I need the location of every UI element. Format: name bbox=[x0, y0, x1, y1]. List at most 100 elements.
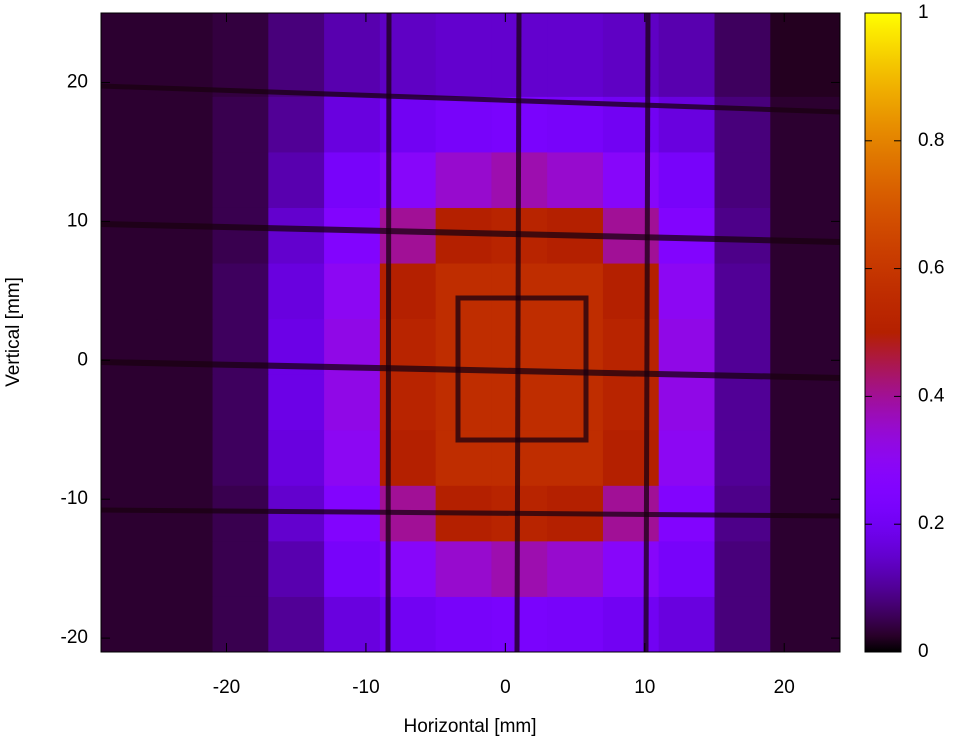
heatmap-cell bbox=[547, 540, 604, 597]
heatmap-cell bbox=[547, 318, 604, 375]
heatmap-cell bbox=[770, 429, 841, 486]
heatmap-cell bbox=[435, 596, 492, 653]
heatmap-cell bbox=[770, 13, 841, 97]
heatmap-cell bbox=[770, 263, 841, 320]
x-tick-label: -10 bbox=[352, 677, 379, 698]
heatmap-cell bbox=[602, 596, 660, 653]
heatmap-cell bbox=[435, 13, 492, 97]
heatmap-cell bbox=[268, 429, 325, 486]
heatmap-cell bbox=[212, 151, 269, 208]
heatmap-cell bbox=[547, 374, 604, 431]
heatmap-cell bbox=[324, 374, 381, 431]
heatmap-cell bbox=[156, 151, 214, 208]
heatmap-cell bbox=[101, 263, 158, 320]
heatmap-cell bbox=[268, 596, 325, 653]
heatmap-cell bbox=[324, 13, 381, 97]
heatmap-cell bbox=[212, 96, 269, 153]
heatmap-cell bbox=[658, 151, 716, 208]
heatmap-cell bbox=[101, 13, 158, 97]
heatmap-cell bbox=[324, 151, 381, 208]
grid-wires bbox=[100, 12, 841, 653]
heatmap-cell bbox=[156, 207, 214, 264]
heatmap-cell bbox=[212, 429, 269, 486]
y-tick-label: 0 bbox=[77, 349, 88, 370]
heatmap-cell bbox=[156, 96, 214, 153]
heatmap-cell bbox=[547, 263, 604, 320]
heatmap-cell bbox=[324, 207, 381, 264]
heatmap-cell bbox=[101, 485, 158, 542]
colorbar-tick-label: 0 bbox=[918, 641, 929, 662]
heatmap-cell bbox=[602, 13, 660, 97]
heatmap-cell bbox=[602, 374, 660, 431]
heatmap-cell bbox=[658, 318, 716, 375]
heatmap-cell bbox=[714, 596, 771, 653]
y-tick-label: -10 bbox=[61, 488, 88, 509]
heatmap-cell bbox=[156, 485, 214, 542]
colorbar-tick-label: 0.2 bbox=[918, 513, 944, 534]
colorbar-tick-label: 0.4 bbox=[918, 385, 945, 406]
heatmap-cell bbox=[101, 318, 158, 375]
heatmap-cell bbox=[156, 429, 214, 486]
heatmap-cell bbox=[602, 263, 660, 320]
heatmap-cell bbox=[324, 540, 381, 597]
x-tick-label: -20 bbox=[213, 677, 240, 698]
heatmap-cell bbox=[212, 207, 269, 264]
heatmap-cell bbox=[770, 596, 841, 653]
heatmap-cell bbox=[268, 540, 325, 597]
heatmap-cell bbox=[547, 151, 604, 208]
heatmap-cell bbox=[547, 13, 604, 97]
heatmap-cell bbox=[435, 151, 492, 208]
colorbar-tick-label: 0.6 bbox=[918, 258, 944, 279]
heatmap-cell bbox=[324, 263, 381, 320]
heatmap-cell bbox=[156, 596, 214, 653]
heatmap-cell bbox=[547, 596, 604, 653]
heatmap-cell bbox=[212, 13, 269, 97]
heatmap-cell bbox=[770, 96, 841, 153]
heatmap-cell bbox=[101, 96, 158, 153]
heatmap-cell bbox=[714, 263, 771, 320]
heatmap-cell bbox=[602, 540, 660, 597]
heatmap-cell bbox=[324, 96, 381, 153]
heatmap-cell bbox=[770, 374, 841, 431]
heatmap-cell bbox=[268, 13, 325, 97]
y-axis-label: Vertical [mm] bbox=[3, 277, 24, 387]
heatmap-cell bbox=[714, 318, 771, 375]
heatmap-cell bbox=[435, 96, 492, 153]
plot-frame bbox=[100, 12, 841, 653]
heatmap-cell bbox=[658, 263, 716, 320]
heatmap-cell bbox=[770, 151, 841, 208]
heatmap-cell bbox=[101, 429, 158, 486]
colorbar-tick-label: 1 bbox=[918, 2, 929, 23]
heatmap-cell bbox=[212, 596, 269, 653]
heatmap-cell bbox=[770, 207, 841, 264]
heatmap-cell bbox=[714, 540, 771, 597]
y-tick-label: 10 bbox=[67, 210, 88, 231]
heatmap-cell bbox=[324, 596, 381, 653]
y-tick-label: 20 bbox=[67, 71, 88, 92]
heatmap-cell bbox=[658, 596, 716, 653]
heatmap-cell bbox=[658, 429, 716, 486]
heatmap-cell bbox=[714, 429, 771, 486]
heatmap-cell bbox=[714, 374, 771, 431]
heatmap-cell bbox=[770, 318, 841, 375]
heatmap-cell bbox=[770, 540, 841, 597]
x-tick-label: 20 bbox=[774, 677, 795, 698]
heatmap-cell bbox=[268, 207, 325, 264]
heatmap-cell bbox=[602, 151, 660, 208]
heatmap-cell bbox=[101, 374, 158, 431]
heatmap-cell bbox=[435, 263, 492, 320]
y-tick-label: -20 bbox=[61, 627, 88, 648]
heatmap-cell bbox=[156, 540, 214, 597]
heatmap-cell bbox=[268, 374, 325, 431]
heatmap-cell bbox=[324, 429, 381, 486]
heatmap-cell bbox=[658, 540, 716, 597]
heatmap-cell bbox=[602, 429, 660, 486]
heatmap-cell bbox=[101, 596, 158, 653]
heatmap-cell bbox=[156, 13, 214, 97]
heatmap-cell bbox=[714, 151, 771, 208]
heatmap-cell bbox=[658, 374, 716, 431]
heatmap-cell bbox=[101, 540, 158, 597]
heatmap-cell bbox=[212, 540, 269, 597]
heatmap-cell bbox=[658, 13, 716, 97]
